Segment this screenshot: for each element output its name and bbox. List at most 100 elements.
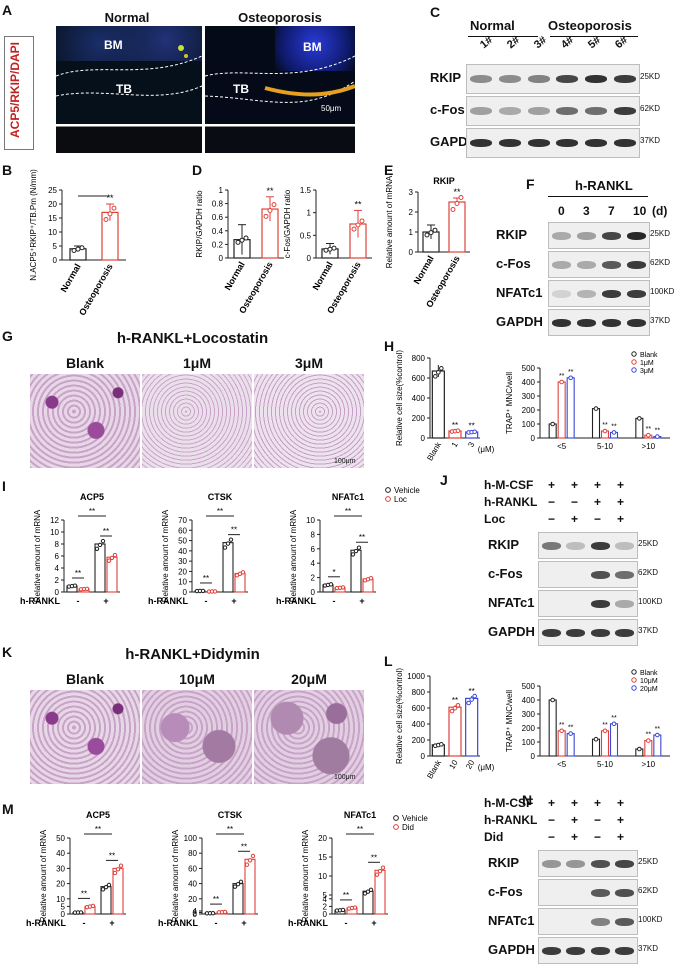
I2-title: CTSK xyxy=(208,492,233,502)
c-band xyxy=(470,139,493,147)
panel-letter-e: E xyxy=(384,162,394,178)
M1-title: ACP5 xyxy=(86,810,110,820)
H1-point xyxy=(433,374,438,379)
panel-letter-j: J xyxy=(440,472,448,488)
L1-ylabel: Relative cell size(%control) xyxy=(395,668,404,764)
I1-point xyxy=(94,546,100,551)
n-blot-strip-1 xyxy=(538,879,638,906)
f-band xyxy=(602,289,621,298)
c-band xyxy=(556,139,579,147)
f-row-label-1: c-Fos xyxy=(496,255,531,271)
g-label-1: 1μM xyxy=(182,355,211,371)
L2-point xyxy=(646,738,651,743)
j-treatment-sign: + xyxy=(617,478,625,492)
j-treatment-sign: + xyxy=(548,478,556,492)
I3-sig: * xyxy=(332,568,335,577)
B-xtick-label: Osteoporosis xyxy=(77,262,115,317)
M3-point xyxy=(374,872,380,877)
j-kd-label-0: 25KD xyxy=(638,538,659,548)
M3-ytick-label: 5 xyxy=(323,891,328,900)
I2-sig: ** xyxy=(231,526,237,535)
B-point xyxy=(71,247,77,253)
fluorescence-normal-image: BM TB xyxy=(56,26,202,124)
k-image-blank xyxy=(30,690,140,784)
D2-ylabel: c-Fos/GAPDH ratio xyxy=(283,189,292,258)
L2-point xyxy=(568,731,573,736)
L2-point xyxy=(559,728,564,734)
E-point xyxy=(432,227,438,233)
c-band xyxy=(499,75,521,83)
panel-letter-b: B xyxy=(2,162,13,178)
H2-bar xyxy=(591,408,601,439)
I3-point xyxy=(356,545,362,550)
L2-bar xyxy=(548,699,557,757)
panel-letter-i: I xyxy=(2,478,6,494)
tb-label-normal: TB xyxy=(116,82,132,96)
f-kd-label-1: 62KD xyxy=(650,257,671,267)
n-treatment-sign: + xyxy=(548,796,556,810)
B-ytick-label: 15 xyxy=(48,214,57,223)
D1-point xyxy=(267,208,273,214)
H2-sig: ** xyxy=(611,423,617,430)
H1-ytick-label: 200 xyxy=(412,414,426,423)
L1-ytick-label: 200 xyxy=(412,736,426,745)
panel-letter-c: C xyxy=(430,4,441,20)
L1-ytick-label: 400 xyxy=(412,720,426,729)
M2-xrow-label: h-RANKL xyxy=(158,918,198,928)
c-band xyxy=(585,107,607,115)
L2-sig: ** xyxy=(568,725,574,732)
M1-point xyxy=(103,884,109,890)
H2-point xyxy=(637,416,642,421)
L2-point xyxy=(637,746,642,752)
f-lane-label: 7 xyxy=(608,204,615,218)
f-band xyxy=(602,231,621,240)
c-blot-strip-1 xyxy=(466,96,640,126)
L2-point xyxy=(550,697,555,703)
L2-legend-marker xyxy=(631,669,637,675)
j-band xyxy=(590,570,610,579)
M2-ytick-label: 2 xyxy=(193,908,198,917)
E-point xyxy=(450,207,456,212)
j-band xyxy=(566,541,586,550)
H1-point xyxy=(455,428,461,434)
bm-label-normal: BM xyxy=(104,38,123,52)
H2-xtick-label: >10 xyxy=(642,442,656,451)
fluorescence-osteo-split xyxy=(205,126,355,153)
M3-ytick-label: 2 xyxy=(323,902,328,911)
I3-ytick-label: 2 xyxy=(311,574,316,583)
D1-point xyxy=(243,235,249,241)
n-row-label-2: NFATc1 xyxy=(488,912,535,928)
E-ytick-label: 0 xyxy=(409,248,414,257)
D1-ytick-label: 0.6 xyxy=(212,213,224,222)
D1-point xyxy=(239,237,245,243)
H1-xtick-label: 3 xyxy=(466,440,476,449)
k-image-20um xyxy=(254,690,364,784)
n-kd-label-1: 62KD xyxy=(638,885,659,895)
L2-point xyxy=(655,732,660,738)
B-point xyxy=(79,245,85,251)
D2-ytick-label: 1.5 xyxy=(300,186,312,195)
H1-ytick-label: 800 xyxy=(412,354,426,363)
j-treatment-sign: − xyxy=(548,495,556,509)
I3-title: NFATc1 xyxy=(332,492,364,502)
j-band xyxy=(541,628,561,637)
panel-letter-m: M xyxy=(2,801,14,817)
c-band xyxy=(499,139,521,147)
D1-point xyxy=(235,239,241,245)
L1-point xyxy=(469,697,474,702)
I2-ytick-label: 30 xyxy=(178,557,187,566)
M1-sig-top: ** xyxy=(95,825,101,834)
i-legend-marker xyxy=(385,496,391,502)
M2-point xyxy=(244,862,250,867)
c-band xyxy=(556,107,579,115)
n-band xyxy=(615,888,635,897)
E-point xyxy=(424,232,430,238)
j-band xyxy=(590,541,610,550)
k-label-10: 10μM xyxy=(179,671,215,687)
I2-ylabel: Relative amount of mRNA xyxy=(161,509,170,602)
j-band xyxy=(566,628,586,637)
c-kd-label-1: 62KD xyxy=(640,104,661,113)
I2-ytick-label: 10 xyxy=(178,578,187,587)
c-row-label-0: RKIP xyxy=(430,70,462,85)
M2-point xyxy=(232,884,238,889)
